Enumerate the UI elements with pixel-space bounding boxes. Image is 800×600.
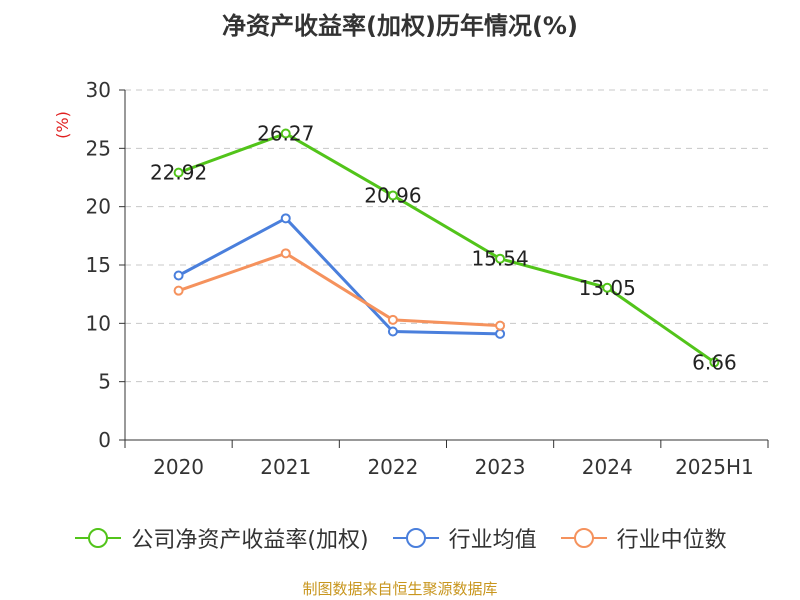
data-label: 22.92 — [150, 161, 207, 185]
data-point — [387, 190, 398, 201]
data-point — [495, 253, 506, 264]
x-tick-label: 2025H1 — [675, 455, 754, 479]
legend-item: 公司净资产收益率(加权) — [73, 522, 369, 554]
data-point — [280, 248, 291, 259]
data-point — [495, 328, 506, 339]
legend-label: 行业均值 — [448, 528, 537, 553]
data-point — [280, 128, 291, 139]
data-label: 13.05 — [579, 276, 636, 300]
series-line-2 — [178, 251, 501, 328]
x-tick-label: 2021 — [260, 455, 311, 479]
x-tick-label: 2022 — [367, 455, 418, 479]
data-label: 20.96 — [364, 183, 421, 207]
data-point — [173, 270, 184, 281]
chart-title: 净资产收益率(加权)历年情况(%) — [222, 12, 578, 40]
data-point — [280, 213, 291, 224]
y-tick-label: 30 — [86, 78, 111, 102]
data-point — [173, 167, 184, 178]
y-tick-label: 25 — [86, 136, 111, 160]
data-point — [495, 320, 506, 331]
legend-swatch-icon — [392, 528, 439, 548]
legend-swatch-icon — [560, 528, 607, 548]
data-point — [709, 357, 720, 368]
legend-label: 行业中位数 — [616, 528, 727, 553]
data-source-note: 制图数据来自恒生聚源数据库 — [302, 580, 498, 598]
legend-item: 行业中位数 — [559, 522, 727, 554]
x-tick-label: 2020 — [153, 455, 204, 479]
legend-item: 行业均值 — [391, 522, 537, 554]
chart-legend: 公司净资产收益率(加权) 行业均值 行业中位数 — [0, 520, 800, 556]
series-line-1 — [177, 216, 501, 336]
data-label: 15.54 — [471, 247, 528, 271]
data-point — [602, 282, 613, 293]
data-point — [387, 314, 398, 325]
data-label: 26.27 — [257, 122, 314, 146]
legend-label: 公司净资产收益率(加权) — [131, 528, 369, 553]
data-point — [387, 326, 398, 337]
data-point — [173, 285, 184, 296]
series-line-0 — [178, 132, 716, 364]
data-label: 6.66 — [692, 350, 737, 374]
legend-swatch-icon — [75, 528, 122, 548]
y-tick-label: 0 — [98, 428, 111, 452]
y-tick-label: 5 — [98, 370, 111, 394]
y-tick-label: 10 — [86, 311, 111, 335]
x-tick-label: 2024 — [582, 455, 633, 479]
y-axis-label: (%) — [53, 111, 72, 139]
x-tick-label: 2023 — [475, 455, 526, 479]
y-tick-label: 20 — [86, 195, 111, 219]
y-tick-label: 15 — [86, 253, 111, 277]
